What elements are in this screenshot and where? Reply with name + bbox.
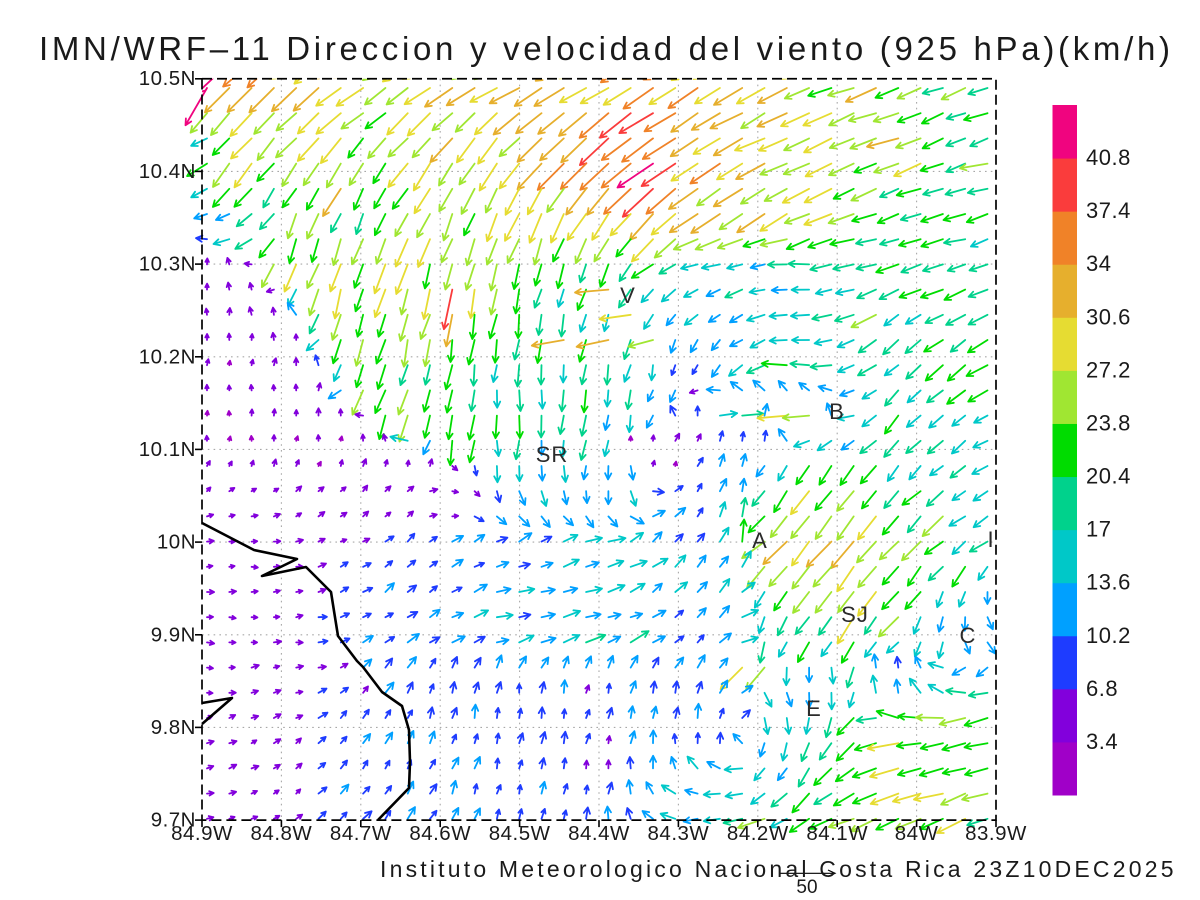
svg-text:9.7N: 9.7N: [151, 809, 196, 832]
svg-text:10.2: 10.2: [1086, 623, 1131, 648]
svg-text:9.9N: 9.9N: [151, 623, 196, 646]
svg-text:I: I: [987, 527, 994, 552]
svg-text:37.4: 37.4: [1086, 198, 1131, 223]
svg-text:10.5N: 10.5N: [139, 67, 196, 90]
svg-text:A: A: [752, 528, 768, 553]
svg-text:84.1W: 84.1W: [806, 822, 868, 845]
svg-text:34: 34: [1086, 251, 1111, 276]
svg-text:20.4: 20.4: [1086, 464, 1131, 489]
svg-text:84.9W: 84.9W: [171, 822, 233, 845]
svg-text:40.8: 40.8: [1086, 145, 1131, 170]
svg-text:10.2N: 10.2N: [139, 345, 196, 368]
svg-text:84.8W: 84.8W: [251, 822, 313, 845]
svg-text:10.4N: 10.4N: [139, 160, 196, 183]
svg-text:10.3N: 10.3N: [139, 253, 196, 276]
svg-text:27.2: 27.2: [1086, 357, 1131, 382]
svg-text:SJ: SJ: [841, 602, 869, 627]
svg-text:84.5W: 84.5W: [489, 822, 551, 845]
svg-text:83.9W: 83.9W: [965, 822, 1027, 845]
svg-text:10N: 10N: [157, 531, 196, 554]
svg-text:84.6W: 84.6W: [409, 822, 471, 845]
svg-text:3.4: 3.4: [1086, 729, 1118, 754]
svg-text:SR: SR: [536, 442, 569, 467]
svg-text:V: V: [620, 283, 636, 308]
svg-text:23.8: 23.8: [1086, 411, 1131, 436]
svg-text:50: 50: [796, 877, 817, 898]
svg-text:17: 17: [1086, 517, 1111, 542]
svg-text:84.4W: 84.4W: [568, 822, 630, 845]
svg-text:E: E: [806, 696, 822, 721]
svg-text:9.8N: 9.8N: [151, 716, 196, 739]
svg-text:13.6: 13.6: [1086, 570, 1131, 595]
svg-text:84.7W: 84.7W: [330, 822, 392, 845]
svg-text:10.1N: 10.1N: [139, 438, 196, 461]
svg-text:84.2W: 84.2W: [727, 822, 789, 845]
svg-text:84W: 84W: [895, 822, 939, 845]
svg-text:C: C: [960, 623, 977, 648]
svg-text:B: B: [829, 399, 845, 424]
svg-text:30.6: 30.6: [1086, 304, 1131, 329]
svg-text:6.8: 6.8: [1086, 676, 1118, 701]
svg-text:84.3W: 84.3W: [648, 822, 710, 845]
